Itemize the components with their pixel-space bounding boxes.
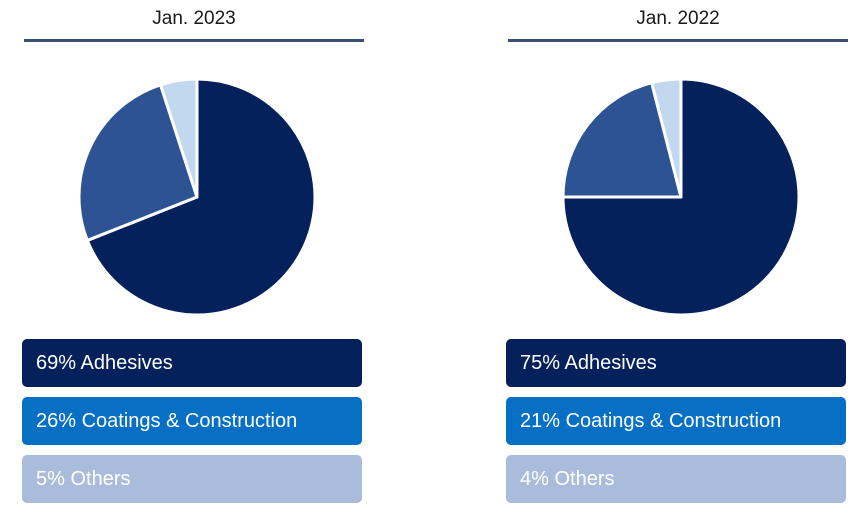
pie-slice-coatings-construction [561, 81, 683, 199]
pie-slice-coatings-construction [77, 83, 199, 242]
pie-slice-others [650, 77, 683, 199]
title-underline [24, 39, 364, 42]
chart-title: Jan. 2023 [152, 8, 236, 29]
legend-item-coatings-construction: 26% Coatings & Construction [22, 397, 362, 445]
legend-item-others: 4% Others [506, 455, 846, 503]
chart-panel-jan-2022: Jan. 2022 75% Adhesives 21% Coatings & C… [506, 0, 850, 516]
legend-item-adhesives: 75% Adhesives [506, 339, 846, 387]
legend-item-adhesives: 69% Adhesives [22, 339, 362, 387]
pie-slice-adhesives [85, 77, 317, 317]
chart-panel-jan-2023: Jan. 2023 69% Adhesives 26% Coatings & C… [22, 0, 366, 516]
legend-item-coatings-construction: 21% Coatings & Construction [506, 397, 846, 445]
pie-slice-others [159, 77, 199, 199]
chart-title: Jan. 2022 [636, 8, 720, 29]
pie-slice-adhesives [561, 77, 801, 317]
legend-item-others: 5% Others [22, 455, 362, 503]
pie-chart [561, 77, 801, 317]
pie-chart [77, 77, 317, 317]
title-underline [508, 39, 848, 42]
